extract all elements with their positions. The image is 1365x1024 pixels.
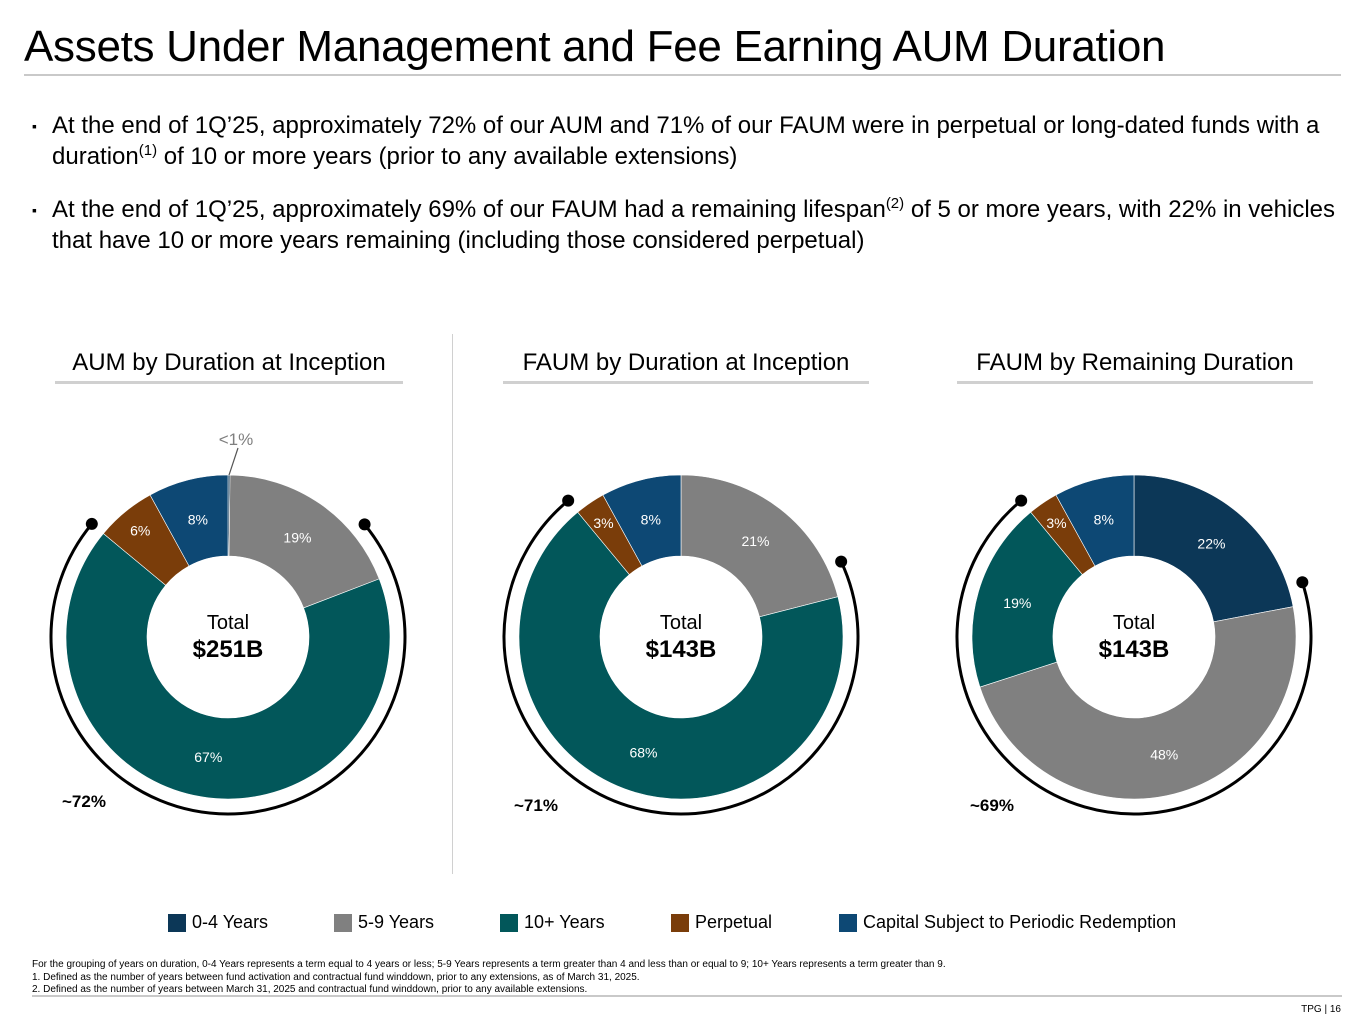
slice-label: 19%: [283, 529, 311, 545]
bracket-endpoint: [85, 517, 98, 530]
bullet-text-part: At the end of 1Q’25, approximately 69% o…: [52, 196, 886, 223]
bullet-item: ▪ At the end of 1Q’25, approximately 72%…: [32, 110, 1352, 172]
legend-item-periodic-redemption: Capital Subject to Periodic Redemption: [839, 912, 1176, 933]
footnote-ref: (1): [138, 142, 158, 159]
bullet-marker: ▪: [32, 202, 37, 218]
bracket-endpoint: [1296, 576, 1309, 589]
legend-label: 10+ Years: [524, 912, 605, 932]
footnote: 1. Defined as the number of years betwee…: [32, 971, 640, 983]
legend-label: 5-9 Years: [358, 912, 435, 932]
legend-swatch: [839, 913, 857, 932]
legend-label: Capital Subject to Periodic Redemption: [863, 912, 1177, 932]
legend-swatch: [500, 913, 518, 932]
footer-divider: [32, 995, 1342, 997]
slice-label: 68%: [629, 745, 657, 761]
legend-swatch: [168, 913, 186, 932]
slice-label: 3%: [593, 515, 613, 531]
slice-label: 3%: [1046, 515, 1066, 531]
bullet-text-part: of 10 or more years (prior to any availa…: [157, 143, 738, 170]
donut-hole: [1053, 556, 1215, 718]
legend-item-0-4-years: 0-4 Years: [168, 912, 268, 933]
slice-label: 8%: [188, 511, 208, 527]
bracket-endpoint: [562, 494, 575, 507]
slice-label: 8%: [641, 511, 661, 527]
center-total-value: $251B: [193, 636, 264, 663]
bracket-endpoint: [358, 518, 371, 531]
legend-swatch: [671, 913, 689, 932]
legend-label: 0-4 Years: [192, 912, 269, 932]
bracket-share-label: ~71%: [514, 796, 558, 815]
slice-label: 8%: [1094, 511, 1114, 527]
footnotes: For the grouping of years on duration, 0…: [32, 959, 946, 997]
center-total-label: Total: [660, 612, 702, 634]
page-title: Assets Under Management and Fee Earning …: [24, 22, 1166, 71]
bullet-text: At the end of 1Q’25, approximately 69% o…: [52, 194, 1352, 256]
footnote: For the grouping of years on duration, 0…: [32, 959, 946, 970]
legend-item-10-plus-years: 10+ Years: [500, 912, 605, 933]
slice-label: <1%: [219, 430, 254, 449]
bracket-arc: [502, 499, 860, 816]
center-total-value: $143B: [1099, 636, 1170, 663]
bracket-endpoint: [1015, 494, 1028, 507]
bullet-text-part: of 5 or more years, with 22% in vehicles…: [52, 196, 1336, 254]
bullet-text-part: At the end of 1Q’25, approximately 72% o…: [52, 112, 1320, 170]
center-total-label: Total: [1113, 612, 1155, 634]
chart-title-faum-inception: FAUM by Duration at Inception: [503, 348, 869, 384]
footnote: 2. Defined as the number of years betwee…: [32, 984, 588, 995]
donut-hole: [147, 556, 309, 718]
legend-label: Perpetual: [695, 912, 773, 932]
legend-item-5-9-years: 5-9 Years: [334, 912, 434, 933]
bracket-share-label: ~72%: [62, 792, 106, 811]
bullet-marker: ▪: [32, 118, 37, 134]
legend-item-perpetual: Perpetual: [671, 912, 772, 933]
bullet-text: At the end of 1Q’25, approximately 72% o…: [52, 110, 1352, 172]
legend-swatch: [334, 913, 352, 932]
slice-label: 21%: [741, 533, 769, 549]
page-number: TPG | 16: [1301, 1004, 1341, 1015]
footnote-ref: (2): [885, 195, 905, 212]
section-divider: [452, 334, 453, 874]
bracket-arc: [955, 499, 1313, 816]
slice-label: 22%: [1197, 535, 1225, 551]
center-total-label: Total: [207, 612, 249, 634]
slice-label: 67%: [194, 749, 222, 765]
slice-label: 48%: [1150, 747, 1178, 763]
slice-label: 19%: [1003, 595, 1031, 611]
bracket-share-label: ~69%: [970, 796, 1014, 815]
slice-label: 6%: [130, 523, 150, 539]
title-divider: [24, 74, 1341, 76]
bullet-item: ▪ At the end of 1Q’25, approximately 69%…: [32, 194, 1352, 256]
bracket-endpoint: [835, 555, 848, 568]
donut-hole: [600, 556, 762, 718]
chart-title-faum-remaining: FAUM by Remaining Duration: [957, 348, 1313, 384]
bullet-list: ▪ At the end of 1Q’25, approximately 72%…: [32, 110, 1352, 278]
bracket-arc: [49, 522, 407, 816]
label-leader-line: [228, 447, 239, 476]
chart-title-aum-inception: AUM by Duration at Inception: [55, 348, 403, 384]
center-total-value: $143B: [646, 636, 717, 663]
